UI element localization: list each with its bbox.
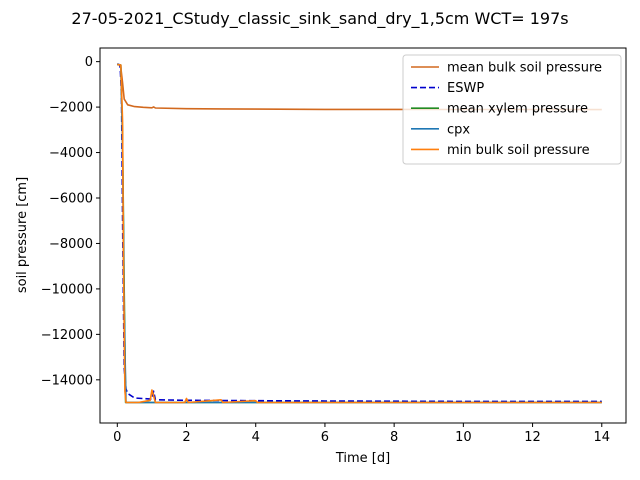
legend-entry: min bulk soil pressure bbox=[447, 143, 590, 158]
chart-title: 27-05-2021_CStudy_classic_sink_sand_dry_… bbox=[71, 9, 568, 29]
y-tick-label: 0 bbox=[85, 55, 93, 70]
x-tick-label: 12 bbox=[524, 430, 541, 445]
y-tick-label: −6000 bbox=[49, 192, 93, 207]
x-tick-label: 14 bbox=[594, 430, 611, 445]
x-axis-label: Time [d] bbox=[335, 451, 390, 466]
y-tick-label: −14000 bbox=[41, 373, 93, 388]
y-tick-label: −4000 bbox=[49, 146, 93, 161]
axis-ticks: 0 2 4 6 8 10 12 14 0 −2000 −4000 −6000 −8000 −10000 −1… bbox=[41, 55, 610, 445]
x-tick-label: 4 bbox=[252, 430, 260, 445]
legend: mean bulk soil pressure ESWP mean xylem pr… bbox=[402, 54, 622, 165]
series-line-0 bbox=[117, 63, 602, 111]
y-tick-label: −2000 bbox=[49, 101, 93, 116]
x-tick-label: 2 bbox=[182, 430, 190, 445]
x-tick-label: 6 bbox=[321, 430, 329, 445]
x-tick-label: 0 bbox=[113, 430, 121, 445]
x-tick-label: 8 bbox=[390, 430, 398, 445]
y-tick-label: −8000 bbox=[49, 237, 93, 252]
x-tick-label: 10 bbox=[455, 430, 472, 445]
legend-entry: mean bulk soil pressure bbox=[447, 61, 602, 76]
legend-entry: cpx bbox=[447, 122, 470, 137]
legend-box bbox=[402, 54, 622, 165]
legend-entry: mean xylem pressure bbox=[447, 102, 588, 117]
plot-area bbox=[117, 63, 602, 404]
y-axis-label: soil pressure [cm] bbox=[15, 177, 30, 293]
series-line-4 bbox=[117, 63, 602, 404]
legend-entry: ESWP bbox=[447, 81, 484, 96]
y-tick-label: −12000 bbox=[41, 328, 93, 343]
axes-frame bbox=[99, 47, 627, 424]
y-tick-label: −10000 bbox=[41, 282, 93, 297]
